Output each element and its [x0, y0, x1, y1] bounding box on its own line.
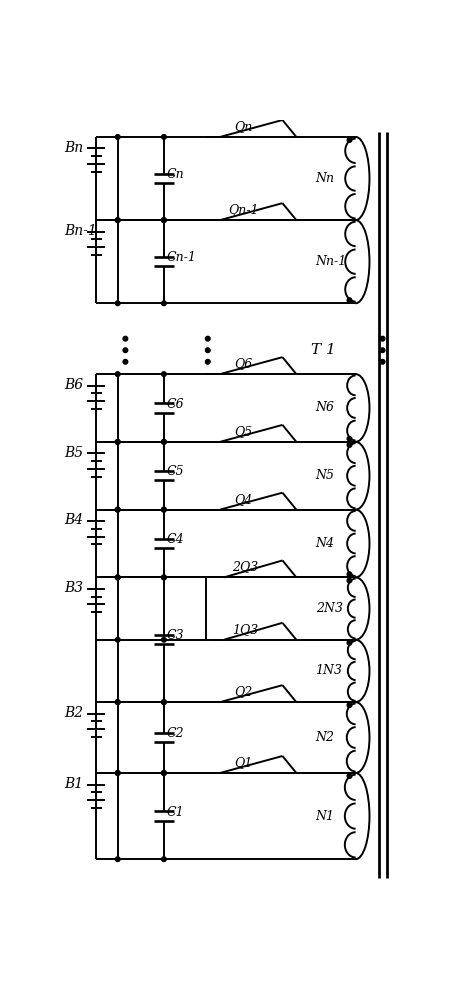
- Text: Cn: Cn: [166, 168, 184, 181]
- Circle shape: [161, 372, 166, 376]
- Circle shape: [115, 440, 120, 444]
- Text: B6: B6: [64, 378, 83, 392]
- Text: Bn: Bn: [64, 141, 83, 155]
- Text: C4: C4: [166, 533, 184, 546]
- Text: Qn-1: Qn-1: [228, 203, 258, 216]
- Circle shape: [161, 507, 166, 512]
- Circle shape: [346, 703, 351, 708]
- Circle shape: [379, 359, 384, 364]
- Circle shape: [115, 700, 120, 704]
- Circle shape: [161, 771, 166, 775]
- Text: Q6: Q6: [234, 357, 252, 370]
- Text: 1Q3: 1Q3: [232, 623, 258, 636]
- Text: N1: N1: [315, 810, 334, 823]
- Circle shape: [115, 771, 120, 775]
- Circle shape: [115, 507, 120, 512]
- Circle shape: [161, 218, 166, 222]
- Text: Q5: Q5: [234, 425, 252, 438]
- Circle shape: [346, 443, 351, 447]
- Circle shape: [123, 336, 128, 341]
- Circle shape: [115, 637, 120, 642]
- Circle shape: [161, 700, 166, 704]
- Circle shape: [161, 440, 166, 444]
- Circle shape: [115, 301, 120, 306]
- Text: Cn-1: Cn-1: [166, 251, 196, 264]
- Text: Q1: Q1: [234, 756, 252, 769]
- Text: B4: B4: [64, 513, 83, 527]
- Circle shape: [379, 348, 384, 353]
- Circle shape: [123, 359, 128, 364]
- Circle shape: [379, 336, 384, 341]
- Text: 1N3: 1N3: [315, 664, 342, 677]
- Text: C5: C5: [166, 465, 184, 478]
- Circle shape: [161, 301, 166, 306]
- Circle shape: [346, 578, 351, 583]
- Circle shape: [161, 857, 166, 862]
- Circle shape: [115, 700, 120, 704]
- Text: Q4: Q4: [234, 493, 252, 506]
- Text: Nn: Nn: [315, 172, 334, 185]
- Text: N6: N6: [315, 401, 334, 414]
- Circle shape: [205, 348, 210, 353]
- Circle shape: [115, 771, 120, 775]
- Text: N2: N2: [315, 731, 334, 744]
- Circle shape: [115, 372, 120, 376]
- Circle shape: [161, 135, 166, 139]
- Circle shape: [115, 218, 120, 222]
- Circle shape: [346, 436, 351, 441]
- Circle shape: [346, 641, 351, 645]
- Circle shape: [161, 637, 166, 642]
- Circle shape: [115, 857, 120, 862]
- Text: N5: N5: [315, 469, 334, 482]
- Text: C1: C1: [166, 806, 184, 819]
- Text: C6: C6: [166, 398, 184, 411]
- Circle shape: [115, 440, 120, 444]
- Circle shape: [161, 218, 166, 222]
- Circle shape: [161, 575, 166, 580]
- Circle shape: [346, 138, 351, 142]
- Text: Nn-1: Nn-1: [315, 255, 346, 268]
- Circle shape: [115, 575, 120, 580]
- Circle shape: [161, 771, 166, 775]
- Circle shape: [115, 507, 120, 512]
- Circle shape: [205, 359, 210, 364]
- Circle shape: [161, 575, 166, 580]
- Text: C3: C3: [166, 629, 184, 642]
- Circle shape: [161, 440, 166, 444]
- Text: Qn: Qn: [234, 120, 252, 133]
- Circle shape: [161, 700, 166, 704]
- Text: 2N3: 2N3: [315, 602, 342, 615]
- Text: B3: B3: [64, 581, 83, 595]
- Circle shape: [115, 218, 120, 222]
- Circle shape: [115, 575, 120, 580]
- Text: 2Q3: 2Q3: [232, 561, 258, 574]
- Text: T 1: T 1: [310, 343, 335, 357]
- Text: B1: B1: [64, 777, 83, 791]
- Circle shape: [161, 507, 166, 512]
- Text: B2: B2: [64, 706, 83, 720]
- Text: C2: C2: [166, 727, 184, 740]
- Circle shape: [115, 135, 120, 139]
- Circle shape: [123, 348, 128, 353]
- Circle shape: [205, 336, 210, 341]
- Text: Bn-1: Bn-1: [64, 224, 97, 238]
- Circle shape: [346, 774, 351, 778]
- Text: N4: N4: [315, 537, 334, 550]
- Circle shape: [346, 572, 351, 577]
- Text: B5: B5: [64, 446, 83, 460]
- Circle shape: [346, 298, 351, 302]
- Text: Q2: Q2: [234, 685, 252, 698]
